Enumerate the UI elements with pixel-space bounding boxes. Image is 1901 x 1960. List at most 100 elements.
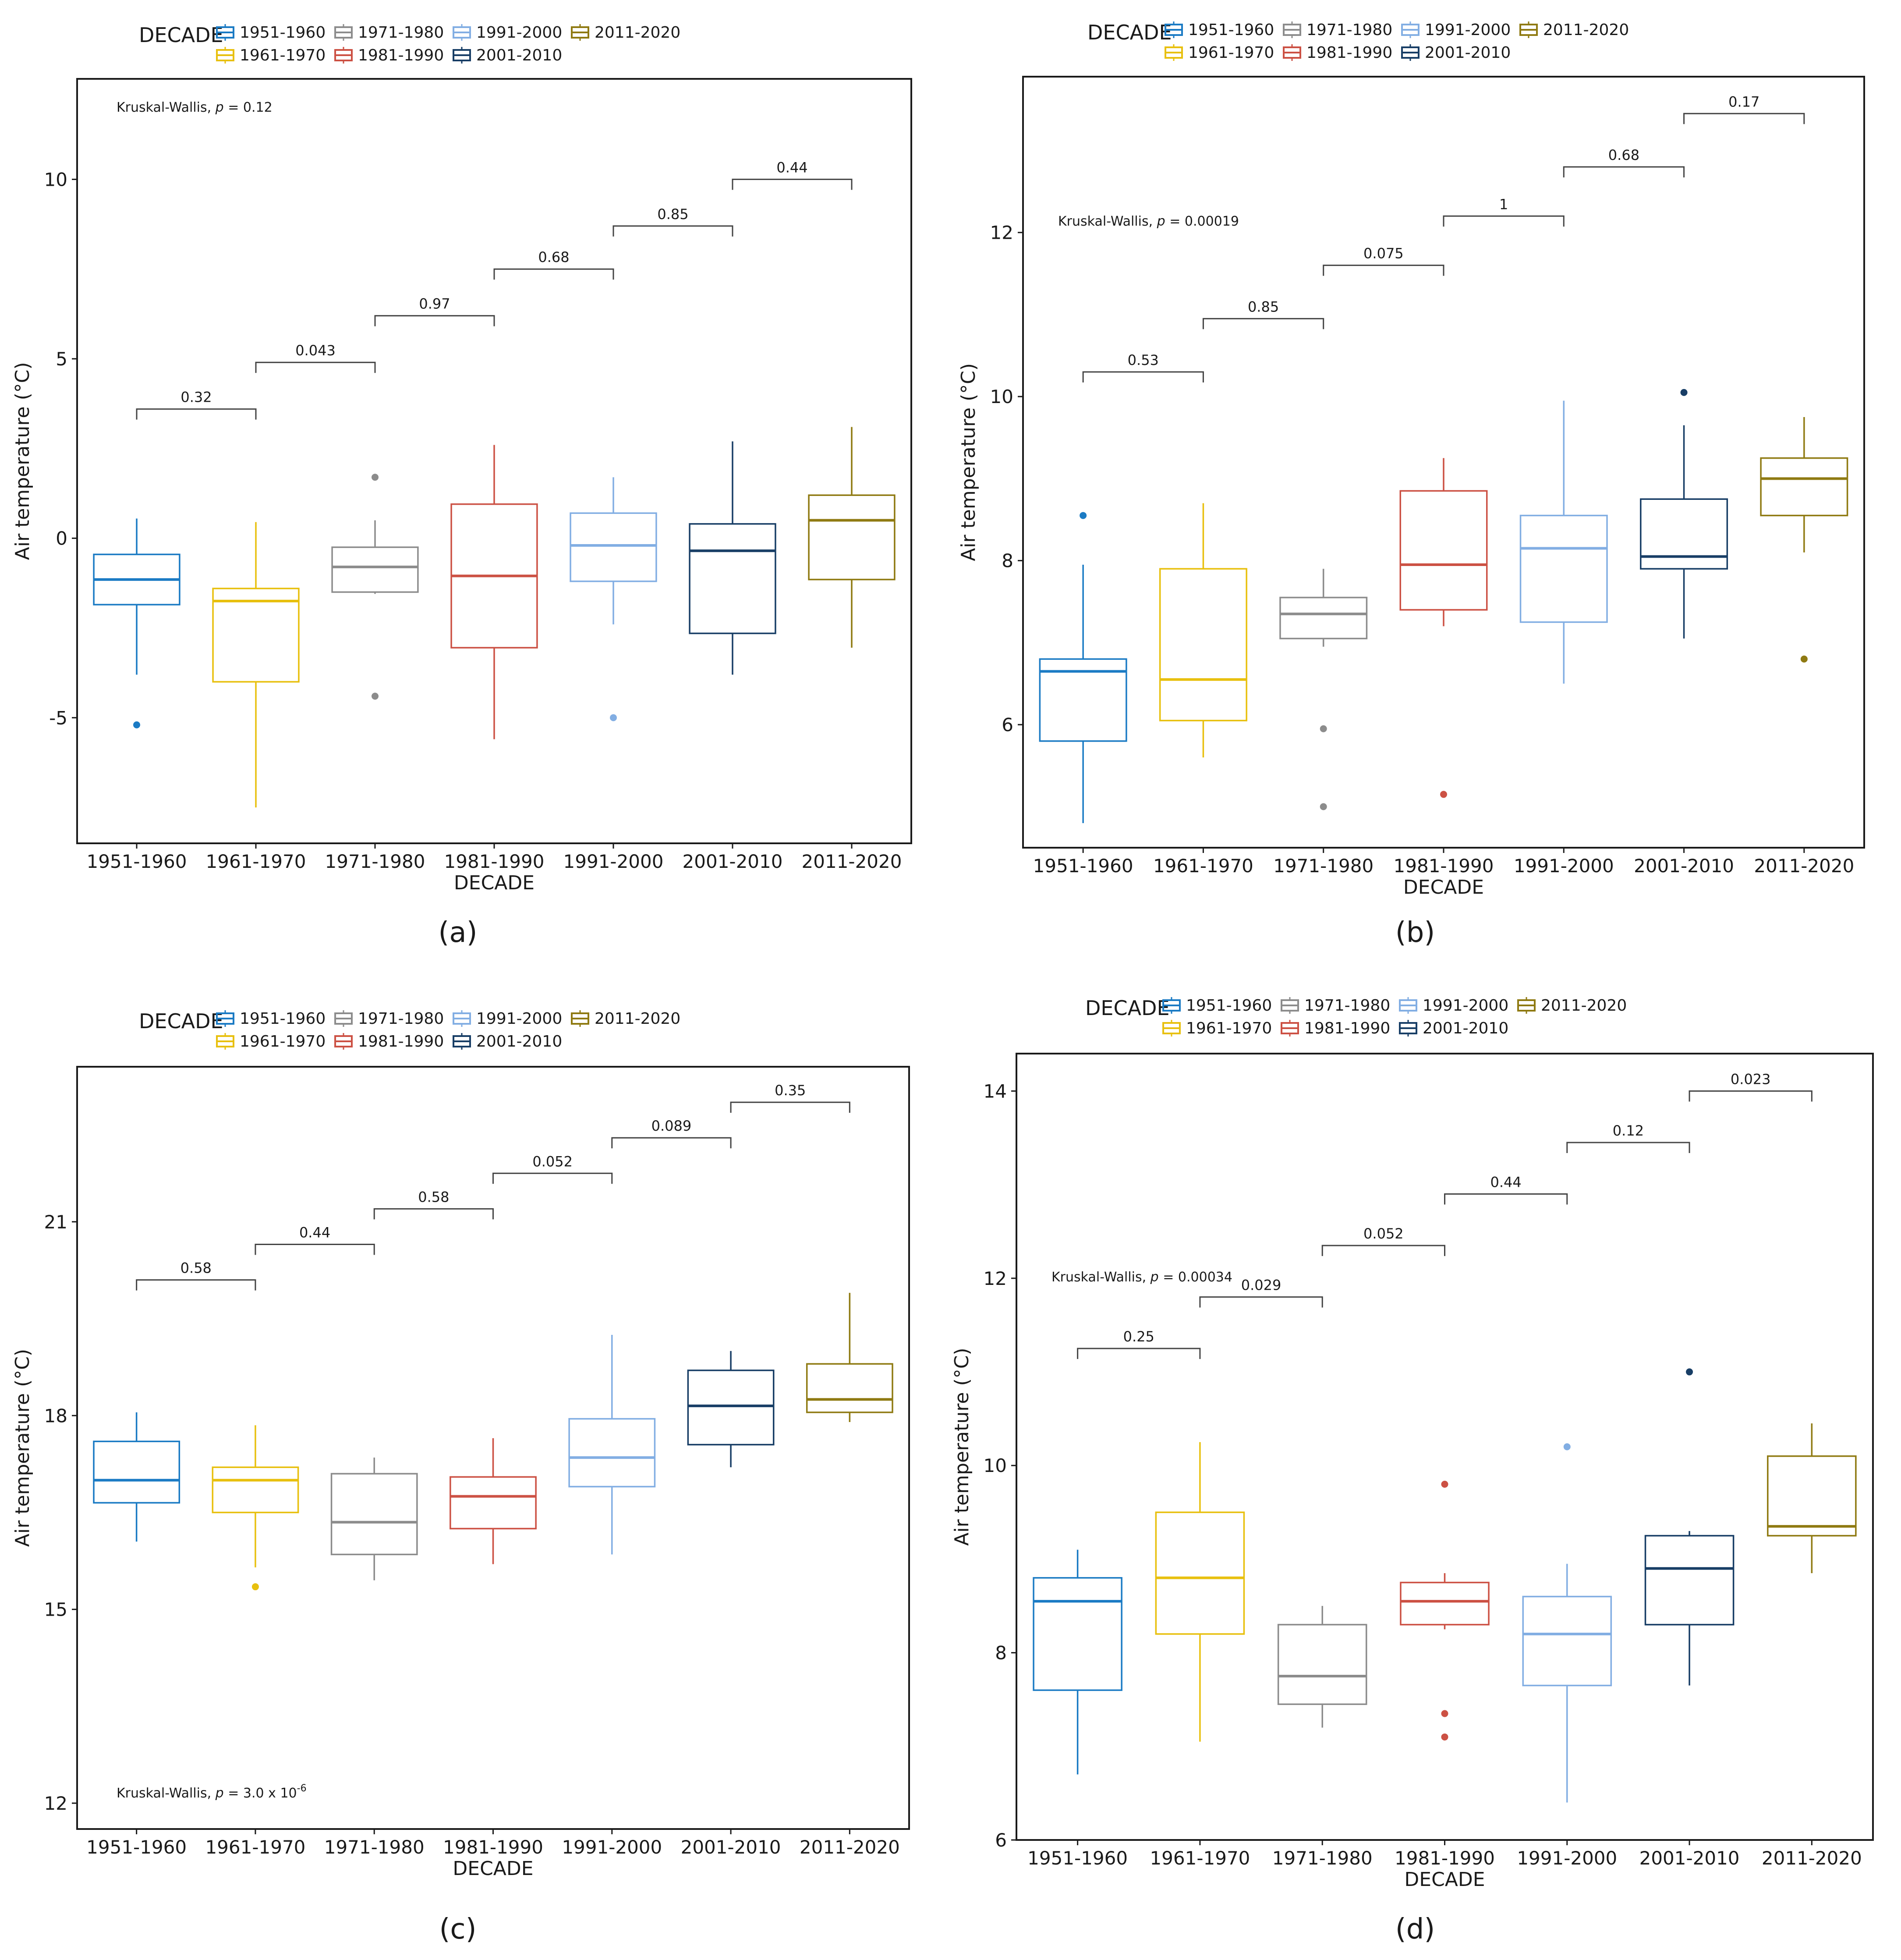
legend: DECADE 1951-1960 1961-1970 1971-1980 1981-19… [139,23,680,64]
x-tick-label: 1951-1960 [86,1836,187,1858]
bracket-line [255,1244,375,1255]
bracket-line [732,178,853,190]
comparison-bracket: 0.052 [492,1153,613,1184]
y-axis-label: Air temperature (°C) [957,363,980,561]
box-1951-1960 [1039,512,1127,823]
panel-c: DECADE 1951-1960 1961-1970 1971-1980 1981-19… [11,1009,910,1880]
box-iqr [1760,457,1848,517]
box-iqr [450,1476,537,1530]
legend-label: 1951-1960 [1188,21,1274,39]
outlier-point [610,714,617,722]
box-1991-2000 [1522,1443,1612,1803]
box-iqr [1640,498,1728,570]
comparison-bracket: 0.029 [1199,1277,1323,1308]
x-tick-label: 2011-2020 [800,1836,900,1858]
y-tick-label: 5 [56,348,67,370]
bracket-line [1199,1296,1323,1308]
outlier-point [1680,389,1688,396]
box-iqr [1155,1511,1245,1635]
bracket-line [492,1172,613,1184]
y-tick-label: 21 [44,1211,67,1233]
bracket-line [493,268,614,280]
comparison-bracket: 0.85 [612,206,733,237]
x-tick-label: 1961-1970 [1153,855,1253,877]
x-tick-label: 1961-1970 [205,1836,305,1858]
kruskal-prefix: Kruskal-Wallis, [117,100,216,115]
legend-key-1981-1990 [1283,44,1301,61]
box-iqr [1399,490,1488,611]
legend-key-1991-2000 [1399,997,1417,1014]
legend-label: 2011-2020 [595,1010,680,1028]
y-tick-label: 6 [995,1829,1007,1851]
bracket-line [1202,318,1324,329]
bracket-p-value: 0.97 [419,296,450,312]
legend-key-1961-1970 [1162,1020,1181,1037]
bracket-p-value: 0.023 [1731,1071,1771,1087]
legend-key-2011-2020 [1517,997,1536,1014]
bracket-line [1683,113,1805,124]
panel-a: DECADE 1951-1960 1961-1970 1971-1980 1981-19… [11,23,912,894]
bracket-p-value: 0.44 [299,1224,330,1241]
legend-key-1981-1990 [334,1033,353,1050]
x-tick-label: 1991-2000 [563,851,664,872]
legend-key-2001-2010 [453,47,471,64]
legend-key-1961-1970 [216,1033,234,1050]
legend-key-1971-1980 [334,1010,353,1027]
kruskal-prefix: Kruskal-Wallis, [1058,214,1157,229]
legend-key-1951-1960 [1165,21,1183,38]
x-tick-label: 2011-2020 [1754,855,1854,877]
y-tick-label: 10 [990,386,1013,407]
legend-key-1951-1960 [216,1010,234,1027]
bracket-p-value: 1 [1499,196,1508,212]
plot-frame [1016,1053,1874,1841]
y-axis-label: Air temperature (°C) [11,1349,34,1547]
y-tick-label: 6 [1002,714,1013,736]
box-1961-1970 [1159,503,1247,758]
x-tick-label: 1981-1990 [1395,1847,1495,1869]
box-2011-2020 [808,427,896,648]
box-1981-1990 [1399,458,1488,798]
x-tick-label: 1991-2000 [562,1836,662,1858]
x-axis-label: DECADE [1403,876,1484,899]
legend-label: 1991-2000 [1425,21,1511,39]
box-1951-1960 [93,1412,181,1542]
x-tick-label: 1981-1990 [443,1836,543,1858]
x-tick-label: 1981-1990 [1394,855,1494,877]
bracket-line [1323,265,1444,276]
legend-label: 1991-2000 [476,1010,562,1028]
comparison-bracket: 0.58 [373,1189,494,1220]
bracket-line [136,1279,256,1291]
outlier-point [1441,1480,1448,1488]
legend-label: 1961-1970 [240,1033,326,1051]
box-iqr [1522,1596,1612,1687]
kruskal-wallis-annotation: Kruskal-Wallis, p = 0.00019 [1058,214,1239,229]
box-1991-2000 [568,1334,656,1555]
outlier-point [1800,655,1808,663]
box-1961-1970 [212,1425,299,1591]
legend-label: 1971-1980 [358,1010,444,1028]
comparison-bracket: 1 [1443,196,1565,227]
legend-label: 1951-1960 [240,24,326,42]
outlier-point [1320,725,1327,732]
legend-key-1961-1970 [216,47,234,64]
legend-title: DECADE [1085,996,1170,1020]
outlier-point [1441,1733,1448,1741]
bracket-p-value: 0.44 [776,159,807,176]
x-tick-label: 1991-2000 [1514,855,1614,877]
box-2011-2020 [1760,417,1848,663]
box-1971-1980 [1279,569,1368,810]
box-iqr [687,1369,775,1446]
box-iqr [93,1440,181,1504]
x-tick-label: 1971-1980 [1272,1847,1373,1869]
kruskal-exponent: -6 [297,1783,307,1794]
box-2001-2010 [687,1351,775,1468]
comparison-bracket: 0.023 [1689,1071,1812,1102]
bracket-p-value: 0.052 [1363,1225,1404,1242]
legend-label: 1981-1990 [358,1033,444,1051]
legend-label: 2011-2020 [595,24,680,42]
kruskal-prefix: Kruskal-Wallis, [117,1786,216,1801]
legend-label: 1971-1980 [1304,997,1390,1015]
bracket-p-value: 0.53 [1128,352,1159,368]
bracket-p-value: 0.68 [1608,147,1639,163]
